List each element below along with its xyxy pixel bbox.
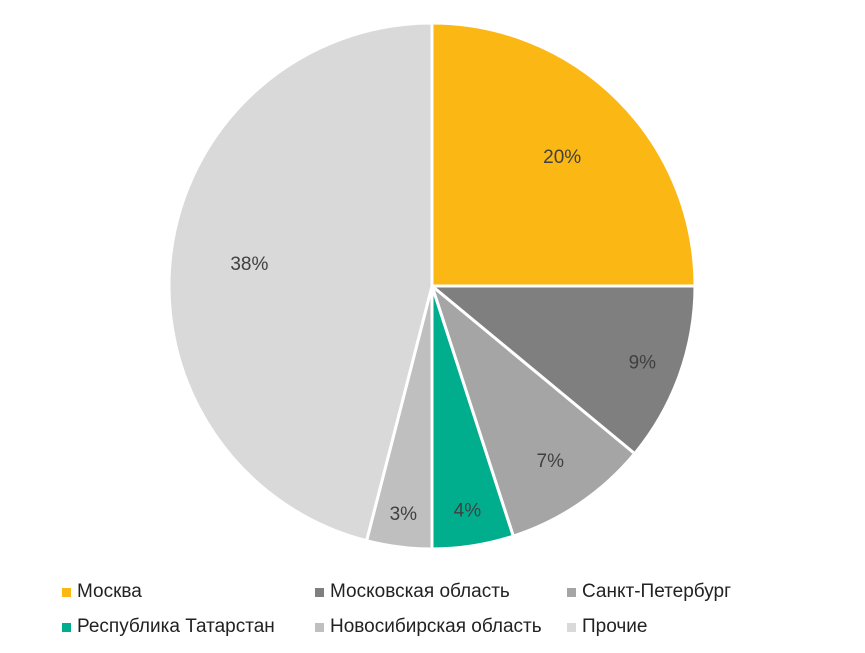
legend-swatch — [567, 622, 576, 632]
legend-label: Санкт-Петербург — [582, 581, 732, 602]
legend-item: Московская область — [315, 581, 510, 603]
slice-data-label: 38% — [230, 254, 268, 275]
pie-slice-3 — [428, 281, 637, 539]
pie-plot: 20% 9% 7% 4% 3% 38% — [167, 21, 697, 551]
legend-swatch — [567, 587, 576, 597]
legend-label: Прочие — [582, 616, 648, 637]
legend-label: Московская область — [330, 581, 510, 602]
pie-slice-2 — [427, 284, 697, 456]
legend-swatch — [62, 587, 71, 597]
legend-item: Москва — [62, 581, 142, 603]
legend-item: Прочие — [567, 616, 647, 638]
slice-data-label: 20% — [543, 147, 581, 168]
legend-swatch — [315, 622, 324, 632]
pie-slice-1 — [430, 21, 697, 288]
legend-label: Республика Татарстан — [77, 616, 275, 637]
legend-item: Новосибирская область — [315, 616, 542, 638]
legend-item: Республика Татарстан — [62, 616, 275, 638]
legend-item: Санкт-Петербург — [567, 581, 731, 603]
legend-label: Новосибирская область — [330, 616, 542, 637]
pie-slice-6 — [167, 21, 434, 543]
slice-data-label: 3% — [390, 504, 418, 525]
legend-label: Москва — [77, 581, 142, 602]
slice-data-label: 4% — [454, 500, 482, 521]
slice-data-label: 9% — [629, 353, 657, 374]
slice-data-label: 7% — [537, 451, 565, 472]
legend-swatch — [315, 587, 324, 597]
legend-swatch — [62, 622, 71, 632]
